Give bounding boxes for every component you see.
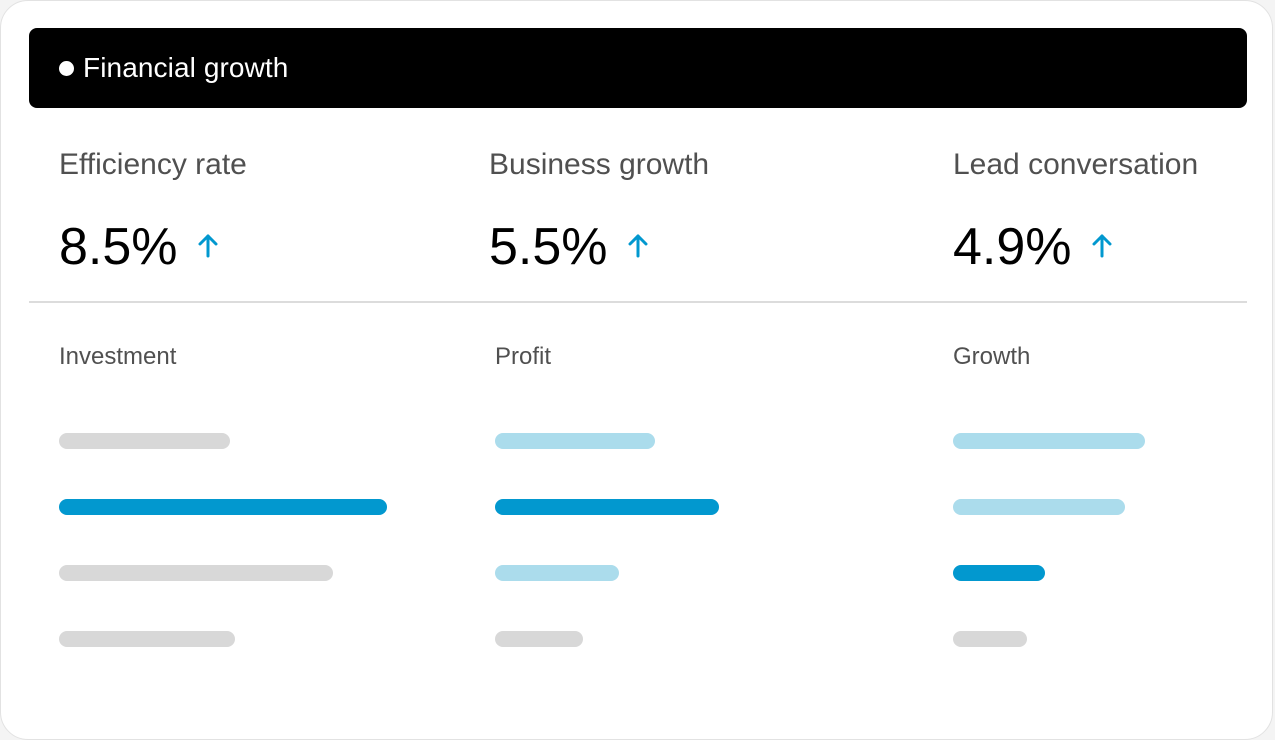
- progress-bar: [495, 631, 583, 647]
- metric-label: Business growth: [489, 148, 710, 181]
- progress-bar: [495, 565, 619, 581]
- bar-group: [495, 373, 855, 647]
- progress-bar: [953, 433, 1145, 449]
- metric-value: 8.5%: [59, 218, 178, 276]
- progress-bar: [495, 433, 655, 449]
- bar-group: [59, 373, 419, 647]
- progress-bar: [59, 433, 230, 449]
- bar-group: [953, 373, 1272, 647]
- progress-bar: [59, 565, 333, 581]
- column-investment: Investment: [59, 341, 419, 647]
- column-label: Growth: [953, 343, 1031, 370]
- divider: [29, 301, 1247, 303]
- column-label: Investment: [59, 343, 177, 370]
- metric-label: Lead conversation: [953, 148, 1199, 181]
- progress-bar: [495, 499, 719, 515]
- column-profit: Profit: [495, 341, 855, 647]
- arrow-up-icon: [628, 234, 648, 258]
- metric-efficiency-rate: Efficiency rate 8.5%: [59, 147, 247, 277]
- arrow-up-icon: [198, 234, 218, 258]
- progress-bar: [59, 631, 235, 647]
- metric-lead-conversation: Lead conversation 4.9%: [953, 147, 1198, 277]
- progress-bar: [953, 631, 1027, 647]
- metric-business-growth: Business growth 5.5%: [489, 147, 709, 277]
- metric-label: Efficiency rate: [59, 148, 247, 181]
- column-growth: Growth: [953, 341, 1272, 647]
- arrow-up-icon: [1092, 234, 1112, 258]
- progress-bar: [59, 499, 387, 515]
- card-title: Financial growth: [83, 52, 289, 83]
- bullet-dot-icon: [59, 60, 74, 76]
- progress-bar: [953, 565, 1045, 581]
- metric-value: 4.9%: [953, 218, 1072, 276]
- progress-bar: [953, 499, 1125, 515]
- column-label: Profit: [495, 343, 552, 370]
- metric-value: 5.5%: [489, 218, 608, 276]
- card-header: Financial growth: [29, 28, 1247, 108]
